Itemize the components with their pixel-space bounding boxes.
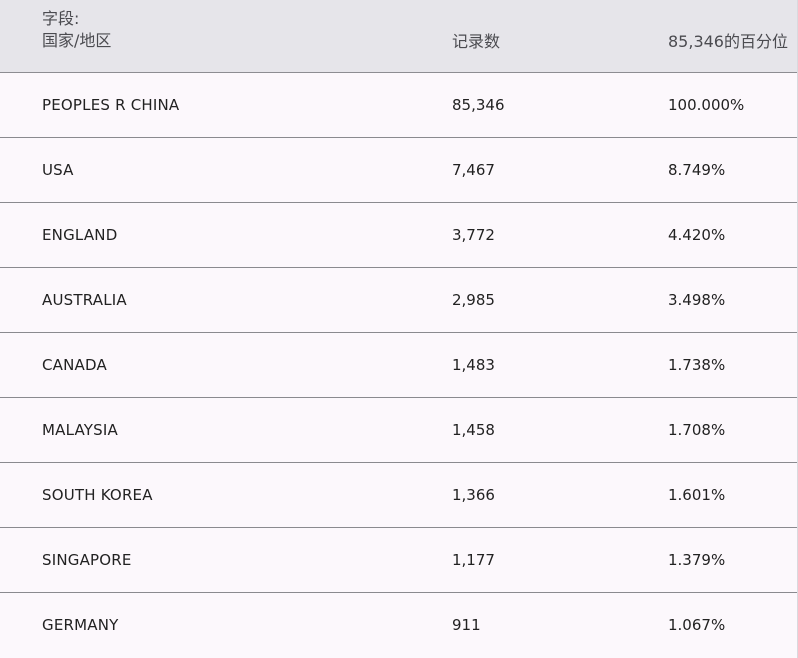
country-cell[interactable]: PEOPLES R CHINA — [42, 96, 180, 114]
country-cell[interactable]: GERMANY — [42, 616, 119, 634]
count-cell: 85,346 — [452, 96, 505, 114]
country-cell[interactable]: USA — [42, 161, 74, 179]
table-row: MALAYSIA 1,458 1.708% — [0, 398, 797, 463]
record-count-column-header[interactable]: 记录数 — [452, 32, 501, 51]
country-cell[interactable]: AUSTRALIA — [42, 291, 127, 309]
country-cell[interactable]: MALAYSIA — [42, 421, 118, 439]
percent-cell: 4.420% — [668, 226, 726, 244]
percent-cell: 1.708% — [668, 421, 726, 439]
count-cell: 911 — [452, 616, 481, 634]
table-row: ENGLAND 3,772 4.420% — [0, 203, 797, 268]
table-row: USA 7,467 8.749% — [0, 138, 797, 203]
percent-cell: 1.738% — [668, 356, 726, 374]
count-cell: 3,772 — [452, 226, 495, 244]
percent-cell: 1.379% — [668, 551, 726, 569]
country-cell[interactable]: SINGAPORE — [42, 551, 132, 569]
field-label: 字段: — [42, 9, 80, 28]
table-row: SOUTH KOREA 1,366 1.601% — [0, 463, 797, 528]
table-row: PEOPLES R CHINA 85,346 100.000% — [0, 73, 797, 138]
count-cell: 1,458 — [452, 421, 495, 439]
percent-cell: 1.601% — [668, 486, 726, 504]
country-cell[interactable]: CANADA — [42, 356, 107, 374]
percent-column-header[interactable]: 85,346的百分位 — [668, 32, 788, 51]
count-cell: 1,483 — [452, 356, 495, 374]
table-header: 字段: 国家/地区 记录数 85,346的百分位 — [0, 0, 797, 73]
percent-cell: 3.498% — [668, 291, 726, 309]
percent-cell: 8.749% — [668, 161, 726, 179]
table-row: GERMANY 911 1.067% — [0, 593, 797, 658]
table-row: CANADA 1,483 1.738% — [0, 333, 797, 398]
count-cell: 1,177 — [452, 551, 495, 569]
percent-cell: 100.000% — [668, 96, 745, 114]
field-name: 国家/地区 — [42, 31, 112, 50]
field-column-header[interactable]: 字段: 国家/地区 — [42, 8, 111, 52]
country-cell[interactable]: ENGLAND — [42, 226, 118, 244]
percent-cell: 1.067% — [668, 616, 726, 634]
table-row: SINGAPORE 1,177 1.379% — [0, 528, 797, 593]
country-cell[interactable]: SOUTH KOREA — [42, 486, 153, 504]
count-cell: 2,985 — [452, 291, 495, 309]
table-row: AUSTRALIA 2,985 3.498% — [0, 268, 797, 333]
count-cell: 1,366 — [452, 486, 495, 504]
count-cell: 7,467 — [452, 161, 495, 179]
